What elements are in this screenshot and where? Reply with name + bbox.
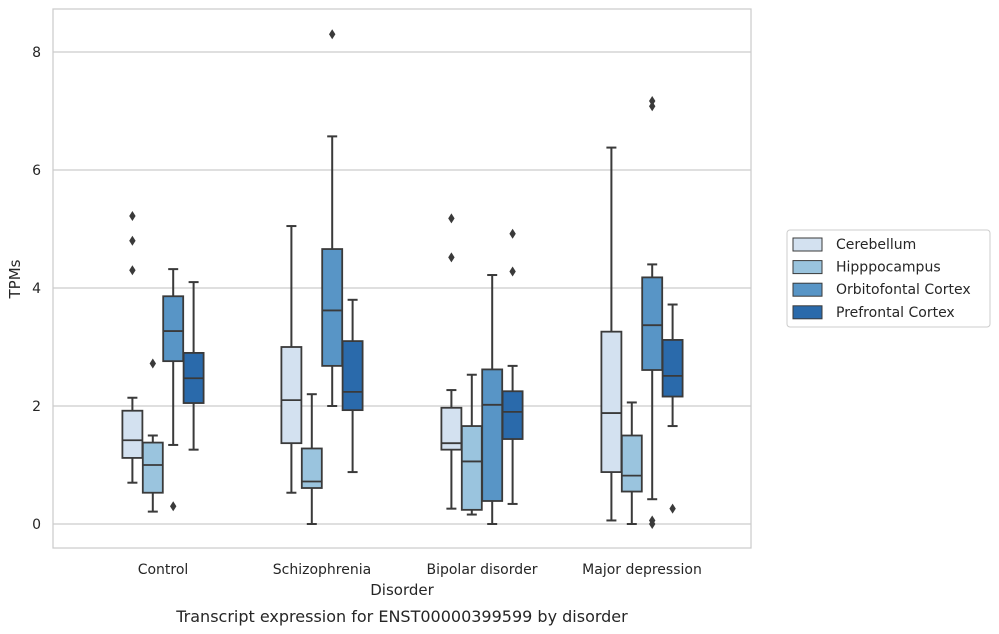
iqr-box bbox=[661, 339, 684, 398]
outlier-point bbox=[509, 266, 516, 277]
iqr-box bbox=[481, 368, 504, 502]
box-prefrontal-cortex bbox=[501, 228, 524, 505]
y-tick-labels: 0 2 4 6 8 bbox=[32, 45, 41, 533]
legend-swatch bbox=[792, 260, 823, 275]
x-tick-label: Schizophrenia bbox=[273, 562, 371, 578]
box-orbitofontal-cortex bbox=[641, 95, 664, 529]
box-hipppocampus bbox=[300, 393, 323, 525]
box-hipppocampus bbox=[460, 373, 483, 516]
chart-caption: Transcript expression for ENST0000039959… bbox=[175, 607, 628, 626]
x-tick-label: Control bbox=[138, 562, 189, 578]
legend-swatch bbox=[792, 305, 823, 320]
iqr-box bbox=[141, 441, 164, 494]
iqr-box bbox=[162, 295, 185, 363]
legend-label: Prefrontal Cortex bbox=[836, 305, 955, 321]
y-tick-label: 6 bbox=[32, 163, 41, 179]
outlier-point bbox=[129, 235, 136, 246]
box-orbitofontal-cortex bbox=[481, 274, 504, 525]
outlier-point bbox=[170, 501, 177, 512]
outlier-point bbox=[129, 265, 136, 276]
y-tick-label: 4 bbox=[32, 281, 41, 297]
outlier-point bbox=[669, 503, 676, 514]
y-tick-label: 0 bbox=[32, 517, 41, 533]
outlier-point bbox=[448, 213, 455, 224]
iqr-box bbox=[321, 248, 344, 367]
outlier-point bbox=[649, 95, 656, 106]
box-prefrontal-cortex bbox=[182, 281, 205, 451]
outlier-point bbox=[149, 358, 156, 369]
legend-swatch bbox=[792, 237, 823, 252]
iqr-box bbox=[341, 340, 364, 412]
outlier-point bbox=[649, 515, 656, 526]
iqr-box bbox=[600, 330, 623, 473]
legend-label: Orbitofontal Cortex bbox=[836, 282, 971, 298]
iqr-box bbox=[460, 425, 483, 511]
box-hipppocampus bbox=[620, 401, 643, 525]
x-axis-label: Disorder bbox=[370, 581, 434, 599]
legend-swatch bbox=[792, 282, 823, 297]
outlier-point bbox=[129, 211, 136, 222]
box-prefrontal-cortex bbox=[341, 298, 364, 474]
box-hipppocampus bbox=[141, 358, 164, 513]
iqr-box bbox=[280, 346, 303, 445]
box-cerebellum bbox=[121, 211, 144, 484]
box-cerebellum bbox=[280, 225, 303, 494]
iqr-box bbox=[121, 409, 144, 459]
x-tick-labels: Control Schizophrenia Bipolar disorder Majo… bbox=[138, 562, 702, 578]
box-orbitofontal-cortex bbox=[162, 268, 185, 512]
iqr-box bbox=[300, 447, 323, 489]
y-axis-label: TPMs bbox=[6, 259, 24, 299]
legend-frame bbox=[786, 229, 991, 328]
y-tick-label: 8 bbox=[32, 45, 41, 61]
outlier-point bbox=[448, 252, 455, 263]
outlier-point bbox=[329, 29, 336, 40]
box-orbitofontal-cortex bbox=[321, 29, 344, 407]
box-series bbox=[121, 29, 684, 529]
outlier-point bbox=[509, 228, 516, 239]
iqr-box bbox=[620, 434, 643, 493]
y-tick-label: 2 bbox=[32, 399, 41, 415]
x-tick-label: Major depression bbox=[582, 562, 702, 578]
x-tick-label: Bipolar disorder bbox=[426, 562, 537, 578]
box-prefrontal-cortex bbox=[661, 303, 684, 514]
box-cerebellum bbox=[440, 213, 463, 510]
legend: Cerebellum Hipppocampus Orbitofontal Corte… bbox=[786, 229, 991, 328]
plot-frame bbox=[52, 8, 752, 549]
iqr-box bbox=[501, 390, 524, 440]
iqr-box bbox=[641, 276, 664, 371]
legend-label: Hipppocampus bbox=[836, 260, 941, 276]
outlier-point bbox=[649, 101, 656, 112]
box-cerebellum bbox=[600, 146, 623, 522]
legend-label: Cerebellum bbox=[836, 237, 916, 253]
